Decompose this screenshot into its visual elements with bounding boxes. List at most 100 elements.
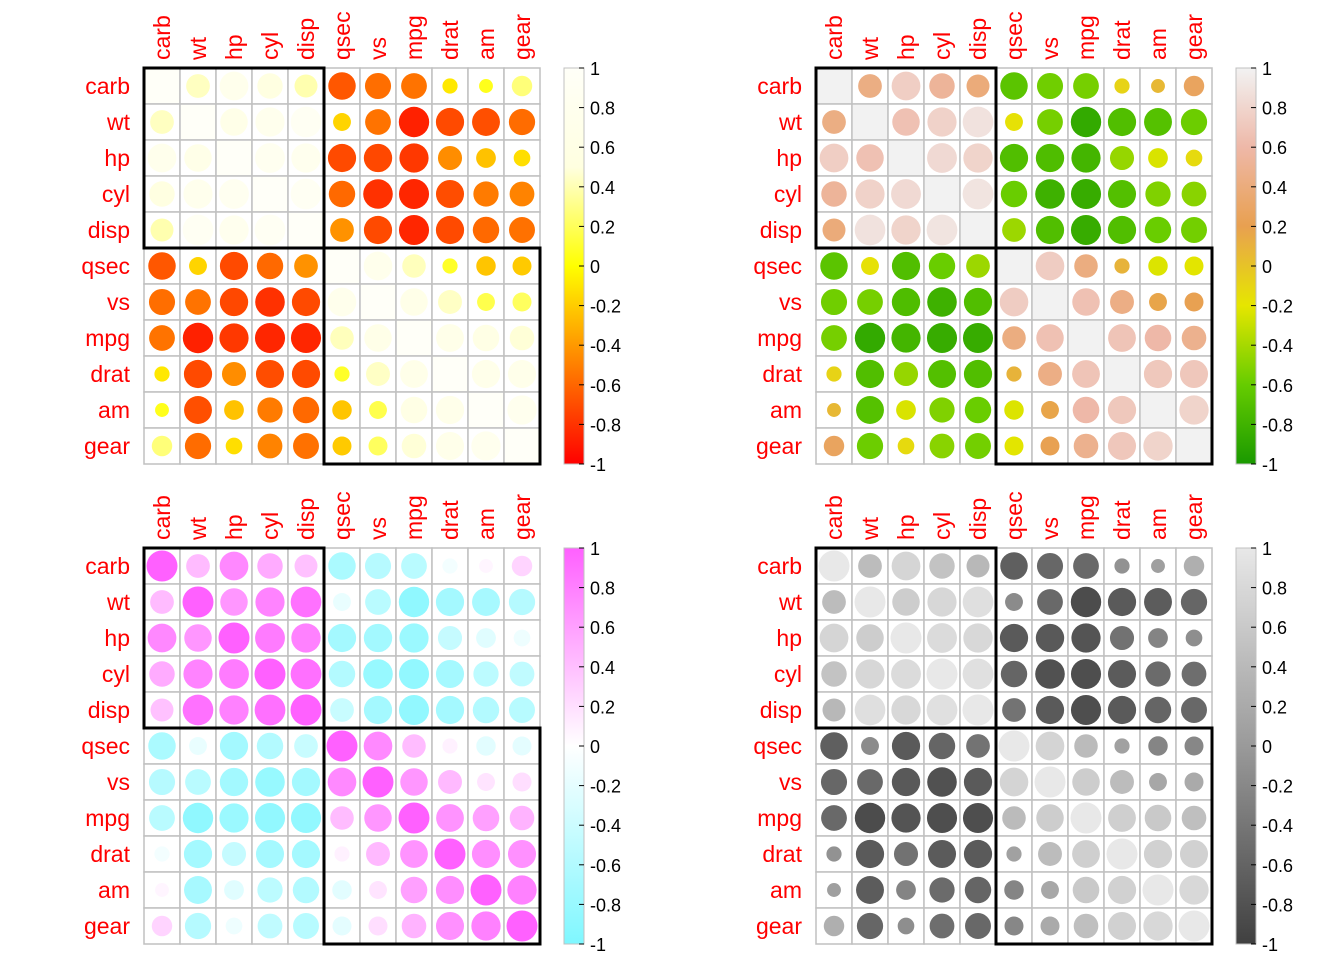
corr-circle-qsec-wt — [861, 737, 879, 755]
corr-circle-wt-hp — [220, 108, 248, 136]
colorbar-tick-label: -0.8 — [1262, 895, 1293, 915]
corr-circle-disp-vs — [363, 215, 393, 245]
corr-circle-gear-vs — [1040, 436, 1060, 456]
corr-circle-drat-am — [471, 359, 501, 389]
corr-circle-hp-cyl — [927, 623, 957, 653]
corr-circle-am-carb — [827, 883, 841, 897]
corr-circle-vs-mpg — [400, 288, 428, 316]
corr-circle-gear-wt — [856, 432, 884, 460]
corr-circle-disp-qsec — [1002, 218, 1026, 242]
corr-circle-mpg-drat — [436, 804, 464, 832]
corr-circle-am-gear — [1179, 875, 1209, 905]
corr-circle-carb-carb — [146, 550, 178, 582]
corr-circle-am-gear — [507, 395, 537, 425]
corr-circle-cyl-carb — [149, 661, 175, 687]
corr-circle-cyl-drat — [435, 659, 465, 689]
corr-circle-vs-cyl — [255, 287, 285, 317]
corr-circle-drat-disp — [291, 359, 321, 389]
corr-circle-cyl-mpg — [1070, 658, 1102, 690]
corr-circle-disp-mpg — [1070, 694, 1102, 726]
row-label-drat: drat — [90, 841, 130, 867]
column-label-carb: carb — [149, 15, 175, 60]
colorbar-tick-label: 0.4 — [590, 658, 615, 678]
row-label-carb: carb — [85, 73, 130, 99]
corr-circle-hp-mpg — [1071, 623, 1101, 653]
corr-circle-qsec-vs — [1035, 731, 1065, 761]
corr-circle-am-wt — [184, 876, 212, 904]
corr-circle-vs-qsec — [327, 767, 357, 797]
corr-circle-drat-carb — [154, 846, 170, 862]
corr-circle-am-am — [1142, 874, 1174, 906]
corr-circle-gear-am — [471, 911, 501, 941]
corr-circle-hp-carb — [147, 623, 177, 653]
corr-circle-carb-wt — [858, 74, 882, 98]
corr-circle-hp-mpg — [399, 623, 429, 653]
corr-circle-cyl-qsec — [1000, 180, 1028, 208]
colorbar-tick-label: -0.2 — [1262, 297, 1293, 317]
corr-circle-cyl-gear — [1181, 181, 1207, 207]
corr-circle-qsec-am — [1148, 736, 1168, 756]
corr-circle-vs-mpg — [400, 768, 428, 796]
column-label-mpg: mpg — [401, 495, 427, 540]
colorbar-tick-label: 0.6 — [590, 618, 615, 638]
corr-circle-gear-hp — [897, 437, 915, 455]
corr-circle-carb-wt — [186, 554, 210, 578]
corr-circle-mpg-disp — [962, 322, 994, 354]
corr-circle-qsec-drat — [442, 738, 458, 754]
corr-circle-mpg-qsec — [1002, 806, 1026, 830]
corr-circle-cyl-wt — [855, 179, 885, 209]
corr-circle-qsec-drat — [1114, 738, 1130, 754]
row-label-hp: hp — [776, 145, 802, 171]
corr-circle-qsec-qsec — [326, 730, 358, 762]
corr-circle-gear-hp — [225, 917, 243, 935]
cluster-box-1 — [814, 546, 998, 730]
corr-circle-hp-hp — [218, 622, 250, 654]
corr-circle-hp-vs — [363, 623, 393, 653]
corr-circle-mpg-cyl — [254, 322, 286, 354]
corr-circle-qsec-am — [476, 256, 496, 276]
corr-circle-gear-cyl — [929, 433, 955, 459]
colorbar-tick-label: -0.6 — [590, 376, 621, 396]
corr-circle-vs-mpg — [1072, 768, 1100, 796]
corr-circle-am-wt — [856, 396, 884, 424]
corr-circle-qsec-qsec — [998, 730, 1030, 762]
diagonal-cell-vs — [1033, 285, 1067, 319]
corr-circle-carb-mpg — [401, 73, 427, 99]
diagonal-cell-am — [1141, 393, 1175, 427]
column-label-am: am — [473, 508, 499, 540]
cluster-box-2 — [994, 246, 1214, 466]
corr-circle-carb-hp — [219, 71, 249, 101]
corr-circle-vs-carb — [148, 288, 176, 316]
corr-circle-am-qsec — [332, 400, 352, 420]
row-label-cyl: cyl — [774, 181, 802, 207]
colorbar-tick-label: -0.2 — [590, 777, 621, 797]
corr-circle-disp-am — [1144, 216, 1172, 244]
column-label-cyl: cyl — [257, 512, 283, 540]
corr-circle-cyl-hp — [891, 179, 921, 209]
colorbar-tick-label: -0.8 — [590, 415, 621, 435]
corr-circle-wt-disp — [962, 106, 994, 138]
corr-circle-vs-gear — [1184, 772, 1204, 792]
corr-circle-cyl-mpg — [398, 178, 430, 210]
corr-circle-mpg-qsec — [1002, 326, 1026, 350]
corr-circle-disp-cyl — [254, 214, 286, 246]
corr-circle-cyl-carb — [149, 181, 175, 207]
corr-circle-cyl-carb — [821, 181, 847, 207]
corr-circle-disp-vs — [1035, 215, 1065, 245]
corr-circle-carb-qsec — [328, 552, 356, 580]
corr-circle-gear-qsec — [332, 436, 352, 456]
corr-circle-vs-disp — [291, 287, 321, 317]
corr-circle-qsec-gear — [1184, 256, 1204, 276]
colorbar-tick-label: 0 — [1262, 737, 1272, 757]
corr-circle-disp-drat — [1107, 215, 1137, 245]
column-label-vs: vs — [365, 517, 391, 540]
corr-circle-am-drat — [1107, 395, 1137, 425]
corr-circle-hp-carb — [819, 143, 849, 173]
corr-circle-hp-mpg — [399, 143, 429, 173]
corr-circle-drat-qsec — [334, 846, 350, 862]
corr-circle-gear-am — [1143, 431, 1173, 461]
corr-circle-gear-cyl — [257, 433, 283, 459]
corr-circle-disp-gear — [1181, 697, 1207, 723]
corr-circle-gear-wt — [856, 912, 884, 940]
